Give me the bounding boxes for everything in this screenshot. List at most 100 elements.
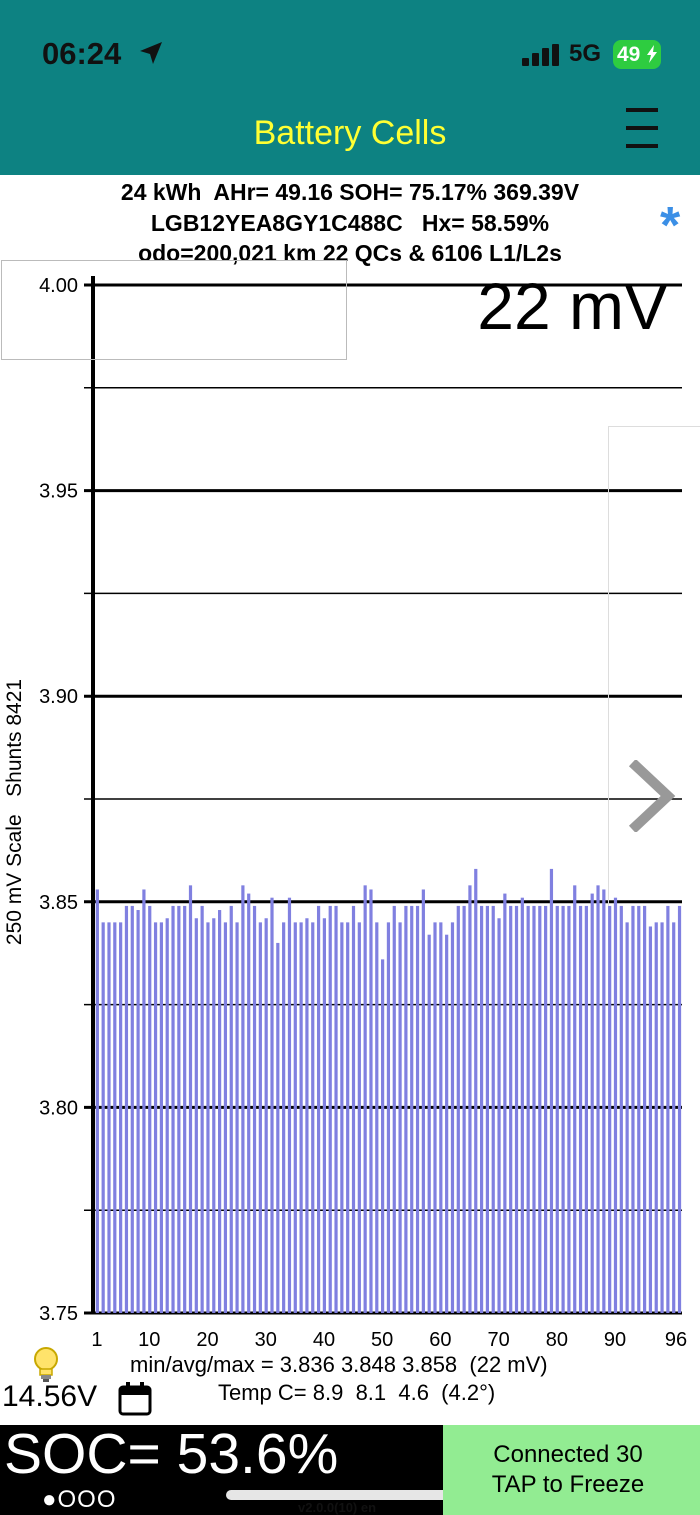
soc-panel [0,1425,443,1515]
x-tick-label: 90 [604,1329,626,1351]
y-tick-label: 3.95 [39,481,78,503]
cell-bar [648,926,653,1313]
cell-bar [608,905,612,1313]
cell-min-avg-max: min/avg/max = 3.836 3.848 3.858 (22 mV) [130,1352,548,1377]
star-icon[interactable]: * [660,197,681,255]
cell-bar [142,889,146,1313]
app-version: v2.0.0(10) en [298,1500,377,1515]
cell-bar [95,889,99,1313]
cell-bar [631,905,635,1313]
cell-bar [445,934,449,1313]
cell-bar [544,905,548,1313]
cell-bar [334,905,338,1313]
cell-bar [165,918,169,1313]
cell-bar [381,959,385,1313]
cell-bar [677,905,682,1313]
connection-button[interactable] [443,1425,700,1515]
cell-bar [130,905,134,1313]
cell-bar [299,922,303,1313]
y-tick-label: 3.90 [39,686,78,708]
cell-bar [479,905,484,1313]
cell-bar [363,885,367,1313]
cell-bar [223,922,228,1313]
cell-bar [229,905,233,1313]
cell-bar [637,905,641,1313]
cell-bar [316,905,321,1313]
y-tick-label: 3.85 [39,892,78,914]
y-tick-label: 4.00 [39,275,78,297]
cell-bar [328,905,332,1313]
zoom-selection-box[interactable] [1,260,347,360]
cell-bar [578,905,583,1313]
cell-bar [101,922,105,1313]
side-panel[interactable] [608,426,700,906]
cell-bar [596,885,600,1313]
cell-bar [654,922,658,1313]
temperature-readout: Temp C= 8.9 8.1 4.6 (4.2°) [218,1380,496,1405]
chevron-right-icon[interactable] [628,760,676,832]
cell-bar [573,885,577,1313]
page-indicator[interactable]: ●OOO [42,1486,117,1513]
cell-bar [642,905,647,1313]
x-tick-label: 70 [487,1329,509,1351]
cell-bar [456,905,460,1313]
cell-bar [520,897,524,1313]
cell-bar [421,889,425,1313]
cell-bar [497,918,501,1313]
cell-bar [549,868,554,1313]
cell-bar [119,922,123,1313]
charging-bolt-icon [647,45,657,63]
cell-bar [375,922,379,1313]
x-tick-label: 20 [196,1329,218,1351]
cell-bar [404,905,408,1313]
cell-bar [107,922,111,1313]
cell-bar [183,905,187,1313]
cell-voltage-chart: 4.00 3.95 3.90 3.85 3.80 3.75 1 10 20 30 40 50 60 70… [39,275,687,1351]
cell-spread-display: 22 mV [477,269,668,343]
cell-bar [293,922,297,1313]
menu-icon[interactable] [626,108,658,148]
x-tick-label: 96 [665,1329,687,1351]
y-axis-label: 250 mV Scale Shunts 8421 [3,678,26,946]
cell-bar [136,910,140,1313]
x-tick-label: 80 [546,1329,568,1351]
cell-bar [514,905,519,1313]
cell-bar [462,905,466,1313]
aux-battery-voltage: 14.56V [2,1380,98,1413]
cell-bar [590,893,594,1313]
cell-bar [200,905,204,1313]
cell-bar [474,868,478,1313]
battery-indicator: 49 [613,40,661,69]
cell-bar [264,918,268,1313]
cell-bar [672,922,676,1313]
cell-bar [491,905,495,1313]
network-type: 5G [569,40,602,67]
cell-bar [305,918,309,1313]
cell-bar [357,922,361,1313]
odometer-line: odo=200,021 km 22 QCs & 6106 L1/L2s [138,240,562,266]
battery-level: 49 [617,43,641,66]
home-indicator[interactable] [226,1490,474,1500]
cell-bar [613,897,618,1313]
cell-bar [410,905,414,1313]
cell-bar [561,905,565,1313]
connection-status[interactable]: Connected 30 [493,1441,643,1468]
cell-bar [153,922,158,1313]
cell-bar [450,922,455,1313]
cell-bar [252,905,257,1313]
cell-bar [509,905,513,1313]
nav-bar [0,100,700,175]
page-title: Battery Cells [253,114,447,152]
cell-bar [188,885,193,1313]
cell-bar [439,922,443,1313]
cell-bar [322,918,326,1313]
calendar-icon[interactable] [118,1382,152,1416]
cell-bar [666,905,670,1313]
cell-bar [584,905,588,1313]
freeze-hint[interactable]: TAP to Freeze [491,1471,645,1498]
cell-bar [532,905,536,1313]
cell-bar [392,905,396,1313]
cell-bar [258,922,262,1313]
cell-bar [235,922,239,1313]
cell-bar [386,922,391,1313]
